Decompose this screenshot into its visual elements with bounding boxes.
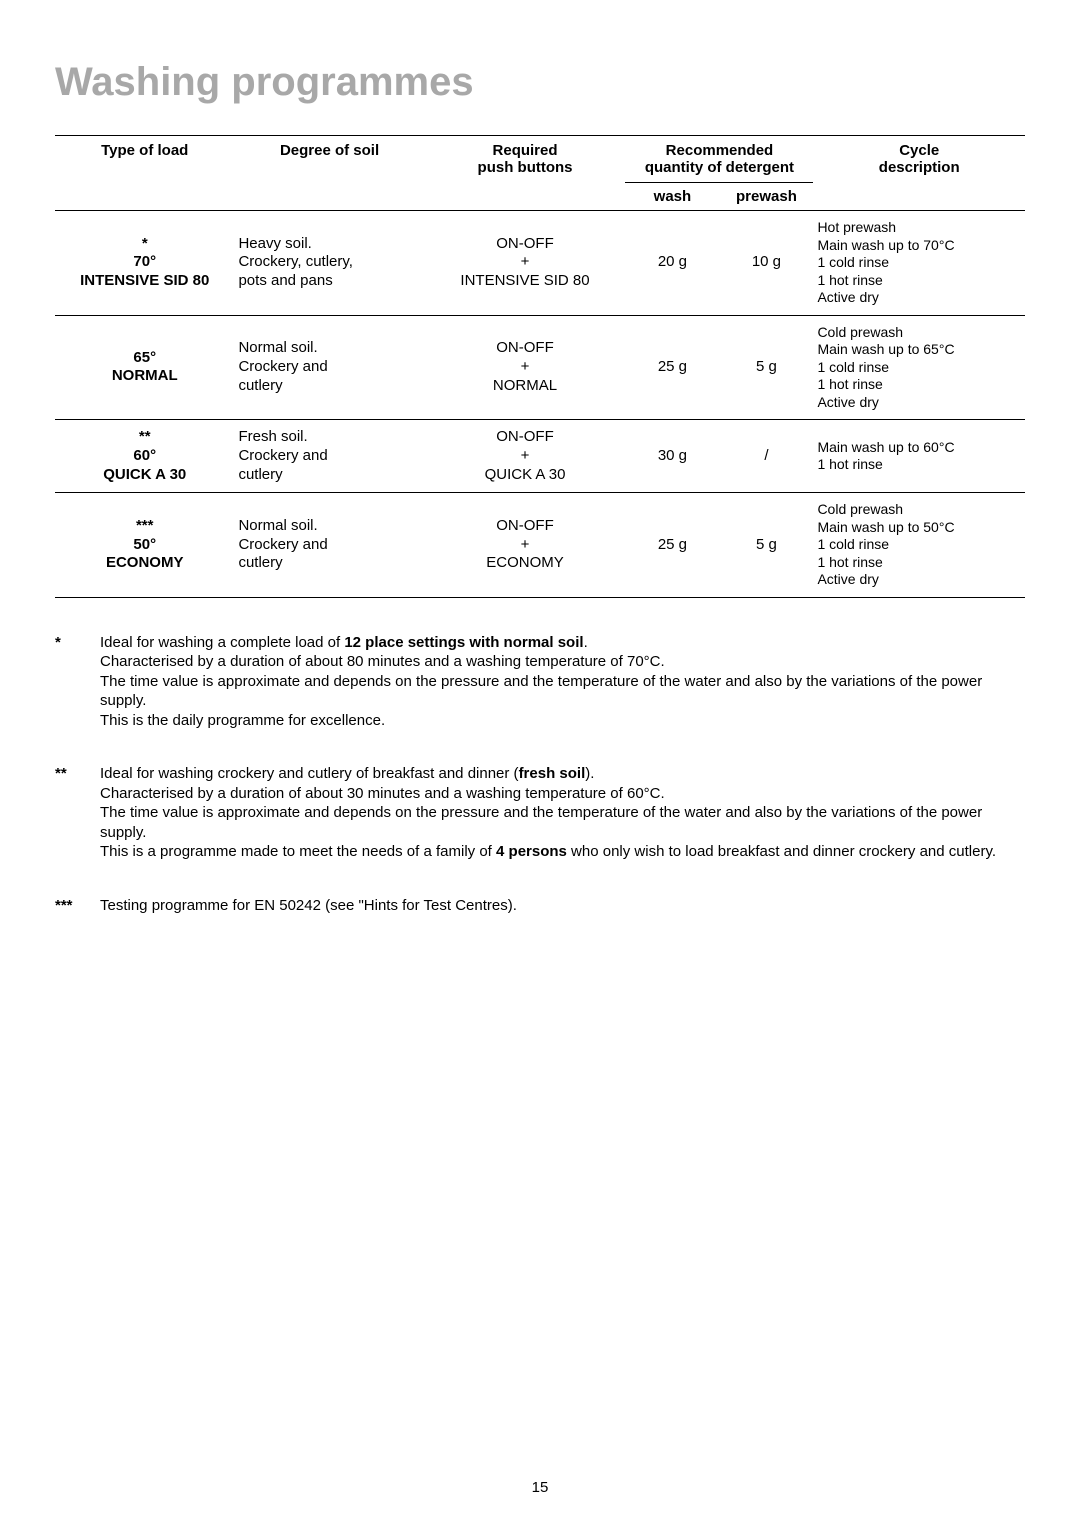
note-text: who only wish to load breakfast and dinn…	[567, 843, 996, 860]
footnote-body: Ideal for washing crockery and cutlery o…	[100, 764, 1025, 862]
cell-soil: Fresh soil.Crockery andcutlery	[234, 420, 424, 493]
footnote-1: * Ideal for washing a complete load of 1…	[55, 633, 1025, 731]
cell-prewash: 5 g	[719, 493, 813, 598]
cell-buttons: ON-OFF+ECONOMY	[425, 493, 626, 598]
th-text: Recommended	[666, 142, 774, 159]
table-row: ***50°ECONOMYNormal soil.Crockery andcut…	[55, 493, 1025, 598]
footnote-mark: *	[55, 633, 100, 731]
th-type-of-load: Type of load	[55, 136, 234, 183]
th-required-buttons: Required push buttons	[425, 136, 626, 183]
cell-prewash: 5 g	[719, 315, 813, 420]
cell-cycle: Hot prewashMain wash up to 70°C1 cold ri…	[813, 211, 1025, 316]
table-row: *70°INTENSIVE SID 80Heavy soil.Crockery,…	[55, 211, 1025, 316]
cell-prewash: /	[719, 420, 813, 493]
note-bold: fresh soil	[519, 765, 586, 782]
cell-load: 65°NORMAL	[55, 315, 234, 420]
cell-load: **60°QUICK A 30	[55, 420, 234, 493]
cell-wash: 20 g	[625, 211, 719, 316]
cell-buttons: ON-OFF+QUICK A 30	[425, 420, 626, 493]
cell-soil: Normal soil.Crockery andcutlery	[234, 493, 424, 598]
cell-wash: 25 g	[625, 493, 719, 598]
note-text: The time value is approximate and depend…	[100, 804, 982, 841]
cell-cycle: Cold prewashMain wash up to 65°C1 cold r…	[813, 315, 1025, 420]
page-number: 15	[0, 1479, 1080, 1496]
note-text: This is a programme made to meet the nee…	[100, 843, 496, 860]
note-text: This is the daily programme for excellen…	[100, 712, 385, 729]
footnote-3: *** Testing programme for EN 50242 (see …	[55, 896, 1025, 916]
th-wash: wash	[625, 183, 719, 211]
cell-wash: 25 g	[625, 315, 719, 420]
note-bold: 4 persons	[496, 843, 567, 860]
th-prewash: prewash	[719, 183, 813, 211]
note-text: Testing programme for EN 50242 (see "Hin…	[100, 897, 517, 914]
note-text: Characterised by a duration of about 30 …	[100, 785, 665, 802]
footnote-mark: **	[55, 764, 100, 862]
note-text: .	[584, 634, 588, 651]
th-recommended-detergent: Recommended quantity of detergent	[625, 136, 813, 183]
footnote-body: Testing programme for EN 50242 (see "Hin…	[100, 896, 1025, 916]
note-text: Ideal for washing crockery and cutlery o…	[100, 765, 519, 782]
note-text: Characterised by a duration of about 80 …	[100, 653, 665, 670]
note-text: Ideal for washing a complete load of	[100, 634, 344, 651]
footnote-2: ** Ideal for washing crockery and cutler…	[55, 764, 1025, 862]
th-text: quantity of detergent	[645, 159, 794, 176]
document-page: Washing programmes Type of load Degree o…	[0, 0, 1080, 1526]
footnotes: * Ideal for washing a complete load of 1…	[55, 633, 1025, 916]
cell-cycle: Main wash up to 60°C1 hot rinse	[813, 420, 1025, 493]
footnote-body: Ideal for washing a complete load of 12 …	[100, 633, 1025, 731]
th-text: description	[879, 159, 960, 176]
cell-wash: 30 g	[625, 420, 719, 493]
note-text: ).	[585, 765, 594, 782]
cell-load: ***50°ECONOMY	[55, 493, 234, 598]
cell-cycle: Cold prewashMain wash up to 50°C1 cold r…	[813, 493, 1025, 598]
footnote-mark: ***	[55, 896, 100, 916]
th-text: push buttons	[478, 159, 573, 176]
th-text: Required	[493, 142, 558, 159]
th-degree-of-soil: Degree of soil	[234, 136, 424, 183]
th-text: Cycle	[899, 142, 939, 159]
programmes-table: Type of load Degree of soil Required pus…	[55, 135, 1025, 598]
cell-soil: Normal soil.Crockery andcutlery	[234, 315, 424, 420]
cell-buttons: ON-OFF+INTENSIVE SID 80	[425, 211, 626, 316]
note-text: The time value is approximate and depend…	[100, 673, 982, 710]
cell-buttons: ON-OFF+NORMAL	[425, 315, 626, 420]
table-row: **60°QUICK A 30Fresh soil.Crockery andcu…	[55, 420, 1025, 493]
th-cycle-description: Cycle description	[813, 136, 1025, 183]
page-title: Washing programmes	[55, 60, 1025, 105]
cell-prewash: 10 g	[719, 211, 813, 316]
table-row: 65°NORMALNormal soil.Crockery andcutlery…	[55, 315, 1025, 420]
note-bold: 12 place settings with normal soil	[344, 634, 583, 651]
cell-soil: Heavy soil.Crockery, cutlery,pots and pa…	[234, 211, 424, 316]
cell-load: *70°INTENSIVE SID 80	[55, 211, 234, 316]
